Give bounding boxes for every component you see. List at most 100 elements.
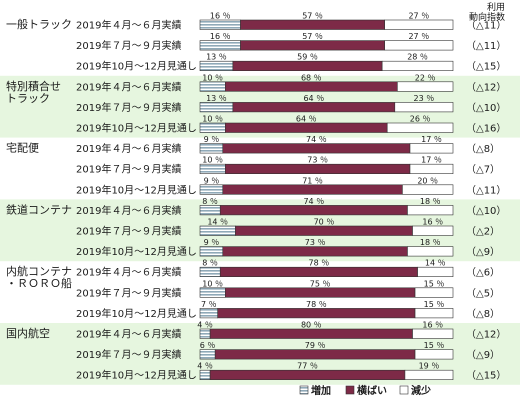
period-label: 2019年10月～12月見通し [76,245,197,258]
decrease-segment [412,328,454,339]
period-label: 2019年４月～６月実績 [76,142,181,155]
increase-segment [199,225,236,236]
period-label: 2019年７月～９月実績 [76,101,181,114]
percent-label: 75 ％ [310,279,331,288]
increase-segment [199,122,226,133]
decrease-segment [386,122,454,133]
increase-segment [199,266,221,278]
index-value: （△9） [466,349,500,361]
flat-segment [222,143,411,154]
legend-flat-swatch [345,385,355,395]
period-label: 2019年10月～12月見通し [76,369,197,382]
percent-label: 9 ％ [204,238,220,247]
period-label: 2019年７月～９月実績 [76,286,181,299]
flat-segment [225,287,416,298]
increase-segment [199,287,226,298]
flat-segment [222,246,408,257]
category-label: 宅配便 [6,141,39,155]
flat-segment [232,60,383,72]
percent-label: 27 ％ [408,12,429,21]
percent-label: 59 ％ [297,53,318,62]
flat-segment [240,40,385,51]
flat-segment [209,328,413,339]
period-label: 2019年10月～12月見通し [76,60,197,73]
percent-label: 74 ％ [303,197,324,206]
increase-segment [199,163,226,174]
period-label: 2019年４月～６月実績 [76,80,181,93]
index-value: （△15） [466,61,506,73]
percent-label: 16 ％ [210,12,231,21]
percent-label: 80 ％ [301,321,322,330]
index-value: （△7） [466,164,500,176]
legend: 増加 横ばい 減少 [299,384,431,397]
index-value: （△12） [466,81,506,93]
decrease-segment [402,184,454,195]
percent-label: 64 ％ [296,115,317,124]
percent-label: 14 ％ [207,218,228,227]
index-value: （△8） [466,308,500,320]
flat-segment [217,308,416,319]
increase-segment [199,205,221,216]
increase-segment [199,246,224,257]
category-label: 鉄道コンテナ [6,202,72,216]
percent-label: 15 ％ [424,300,445,309]
index-value: （△16） [466,123,506,135]
period-label: 2019年７月～９月実績 [76,163,181,176]
category-label: 国内航空 [6,326,50,340]
percent-label: 17 ％ [421,135,442,144]
percent-label: 4 ％ [197,321,213,330]
percent-label: 27 ％ [408,32,429,41]
decrease-segment [381,60,454,72]
increase-segment [199,81,226,92]
index-value: （△2） [466,226,500,238]
flat-segment [225,163,411,174]
flat-segment [235,225,413,236]
increase-segment [199,102,234,113]
percent-label: 15 ％ [424,279,445,288]
decrease-segment [407,246,454,257]
percent-label: 71 ％ [302,176,323,185]
increase-segment [199,184,224,195]
legend-flat-label: 横ばい [357,384,387,397]
percent-label: 73 ％ [307,156,328,165]
increase-segment [199,19,241,30]
flat-segment [219,266,418,278]
index-value: （△8） [466,143,500,155]
period-label: 2019年10月～12月見通し [76,307,197,320]
decrease-segment [414,287,454,298]
percent-label: 57 ％ [302,12,323,21]
category-label: 特別積合せ [6,79,61,93]
flat-segment [219,205,408,216]
percent-label: 14 ％ [425,259,446,268]
decrease-segment [412,225,454,236]
index-value: （△9） [466,246,500,258]
legend-decrease-label: 減少 [411,384,431,397]
decrease-segment [409,163,454,174]
index-header-text: 利用 [487,1,505,13]
decrease-segment [409,143,454,154]
percent-label: 20 ％ [417,176,438,185]
percent-label: 10 ％ [202,156,223,165]
category-label: ・ＲＯＲＯ船 [6,276,72,290]
percent-label: 70 ％ [314,218,335,227]
flat-segment [222,184,403,195]
decrease-segment [417,266,454,278]
period-label: 2019年７月～９月実績 [76,39,181,52]
decrease-segment [414,349,454,360]
percent-label: 22 ％ [415,73,436,82]
decrease-segment [397,81,454,92]
period-label: 2019年４月～６月実績 [76,328,181,341]
index-value: （△11） [466,20,506,32]
decrease-segment [404,369,454,381]
percent-label: 79 ％ [305,341,326,350]
legend-increase-label: 増加 [311,384,331,397]
percent-label: 8 ％ [202,197,218,206]
percent-label: 6 ％ [200,341,216,350]
category-label: トラック [6,92,50,105]
index-value: （△11） [466,40,506,52]
percent-label: 13 ％ [206,94,227,103]
flat-segment [232,102,396,113]
percent-label: 68 ％ [301,73,322,82]
